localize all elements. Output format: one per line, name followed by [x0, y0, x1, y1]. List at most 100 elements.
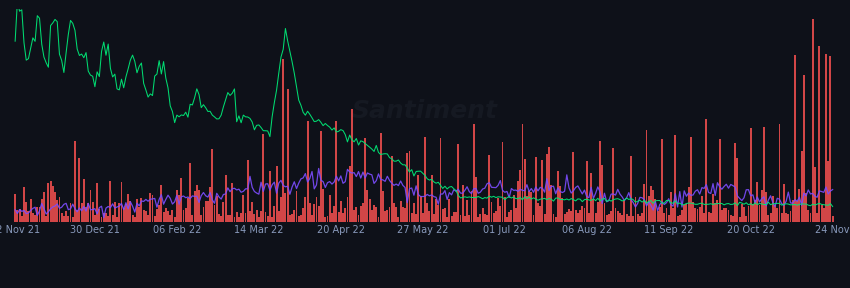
Bar	[831, 217, 834, 222]
Bar	[218, 214, 220, 222]
Bar	[648, 196, 649, 222]
Bar	[506, 217, 508, 222]
Bar	[298, 216, 300, 222]
Bar	[258, 217, 260, 222]
Bar	[293, 210, 295, 222]
Bar	[637, 214, 638, 222]
Bar	[278, 211, 280, 222]
Bar	[561, 198, 564, 222]
Bar	[256, 210, 258, 222]
Bar	[187, 198, 189, 222]
Bar	[30, 199, 31, 222]
Bar	[694, 208, 696, 222]
Bar	[604, 203, 605, 222]
Bar	[342, 213, 344, 222]
Bar	[479, 214, 481, 222]
Bar	[776, 208, 779, 222]
Bar	[235, 212, 238, 222]
Bar	[274, 206, 275, 222]
Bar	[794, 55, 796, 222]
Bar	[122, 208, 125, 222]
Bar	[286, 89, 289, 222]
Bar	[380, 133, 382, 222]
Bar	[252, 202, 253, 222]
Bar	[814, 167, 816, 222]
Bar	[340, 201, 342, 222]
Bar	[393, 202, 395, 222]
Bar	[194, 191, 196, 222]
Bar	[178, 196, 180, 222]
Bar	[763, 127, 765, 222]
Bar	[105, 213, 107, 222]
Bar	[422, 213, 424, 222]
Bar	[59, 197, 60, 222]
Bar	[38, 207, 41, 222]
Bar	[196, 185, 198, 222]
Bar	[668, 215, 670, 222]
Bar	[198, 190, 200, 222]
Bar	[169, 215, 171, 222]
Bar	[820, 204, 823, 222]
Bar	[404, 208, 406, 222]
Bar	[373, 205, 375, 222]
Bar	[779, 124, 780, 222]
Bar	[388, 207, 390, 222]
Bar	[320, 131, 322, 222]
Bar	[774, 205, 776, 222]
Bar	[559, 186, 561, 222]
Bar	[304, 196, 306, 222]
Bar	[371, 211, 373, 222]
Bar	[212, 149, 213, 222]
Bar	[184, 209, 187, 222]
Bar	[628, 216, 630, 222]
Bar	[27, 211, 30, 222]
Bar	[632, 216, 634, 222]
Bar	[493, 213, 495, 222]
Bar	[128, 194, 129, 222]
Bar	[666, 208, 667, 222]
Bar	[387, 210, 388, 222]
Bar	[223, 202, 224, 222]
Bar	[144, 211, 147, 222]
Bar	[504, 198, 506, 222]
Bar	[78, 158, 81, 222]
Bar	[92, 202, 94, 222]
Bar	[280, 197, 282, 222]
Bar	[85, 207, 87, 222]
Bar	[808, 211, 809, 222]
Bar	[816, 213, 818, 222]
Bar	[449, 199, 450, 222]
Bar	[482, 208, 484, 222]
Bar	[730, 215, 732, 222]
Bar	[725, 208, 728, 222]
Bar	[382, 191, 384, 222]
Bar	[712, 194, 714, 222]
Bar	[743, 207, 745, 222]
Bar	[590, 173, 592, 222]
Bar	[224, 175, 227, 222]
Bar	[140, 198, 142, 222]
Bar	[719, 139, 721, 222]
Bar	[337, 212, 339, 222]
Bar	[428, 211, 430, 222]
Bar	[754, 200, 756, 222]
Bar	[566, 212, 568, 222]
Bar	[533, 215, 535, 222]
Bar	[347, 197, 348, 222]
Bar	[433, 214, 435, 222]
Bar	[690, 137, 692, 222]
Bar	[315, 197, 317, 222]
Bar	[641, 213, 643, 222]
Bar	[331, 213, 333, 222]
Bar	[783, 184, 785, 222]
Bar	[238, 217, 240, 222]
Bar	[650, 186, 652, 222]
Bar	[768, 215, 769, 222]
Bar	[285, 194, 286, 222]
Bar	[322, 189, 324, 222]
Bar	[688, 187, 689, 222]
Bar	[300, 215, 302, 222]
Bar	[630, 156, 632, 222]
Bar	[484, 214, 485, 222]
Bar	[544, 214, 546, 222]
